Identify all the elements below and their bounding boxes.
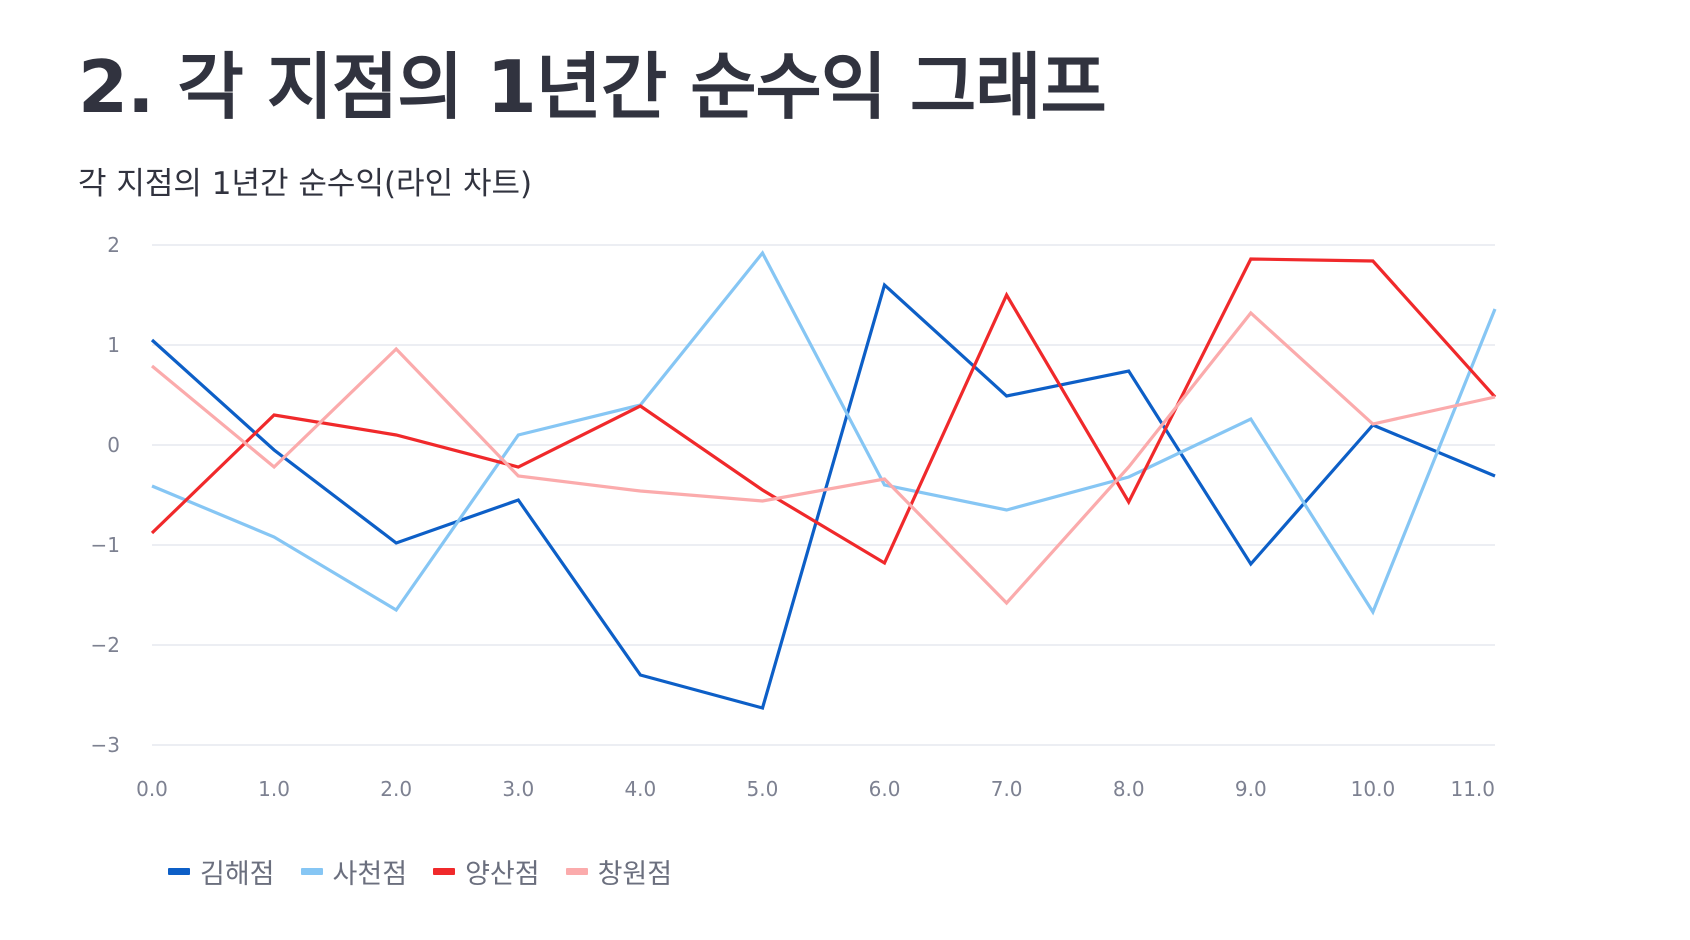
- x-tick-label: 1.0: [258, 777, 290, 801]
- legend-swatch: [565, 868, 588, 875]
- y-tick-label: 1: [107, 333, 120, 357]
- y-axis-ticks: 2 1 0 −1 −2 −3: [91, 233, 120, 757]
- legend-item[interactable]: 사천점: [300, 852, 408, 891]
- legend-label: 창원점: [597, 859, 673, 890]
- x-tick-label: 3.0: [502, 777, 534, 801]
- x-axis-ticks: 0.0 1.0 2.0 3.0 4.0 5.0 6.0 7.0 8.0 9.0 10.0 11.0: [136, 777, 1495, 801]
- legend-item[interactable]: 창원점: [565, 852, 673, 891]
- series-lines[interactable]: [150, 250, 1497, 710]
- legend-label: 김해점: [200, 859, 275, 890]
- x-tick-label: 11.0: [1450, 777, 1495, 801]
- series-line-0[interactable]: [150, 282, 1496, 710]
- y-tick-label: 0: [107, 433, 120, 457]
- legend-swatch: [300, 868, 323, 875]
- legend-label: 사천점: [332, 859, 408, 890]
- x-tick-label: 8.0: [1113, 777, 1145, 801]
- y-tick-label: 2: [107, 233, 120, 257]
- x-tick-label: 7.0: [991, 777, 1023, 801]
- x-tick-label: 10.0: [1351, 777, 1396, 801]
- x-tick-label: 4.0: [624, 777, 656, 801]
- y-tick-label: −3: [91, 733, 120, 757]
- chart-legend[interactable]: 김해점 사천점 양산점 창원점: [168, 852, 672, 891]
- series-line-2[interactable]: [150, 257, 1497, 566]
- y-tick-label: −2: [91, 633, 120, 657]
- x-tick-label: 6.0: [869, 777, 901, 801]
- legend-item[interactable]: 김해점: [168, 852, 275, 891]
- series-line-1[interactable]: [151, 250, 1497, 616]
- x-tick-label: 5.0: [747, 777, 779, 801]
- legend-swatch: [433, 868, 456, 875]
- x-tick-label: 2.0: [380, 777, 412, 801]
- legend-item[interactable]: 양산점: [433, 852, 540, 891]
- x-tick-label: 9.0: [1235, 777, 1267, 801]
- legend-swatch: [168, 868, 190, 875]
- page-title: 2. 각 지점의 1년간 순수익 그래프: [78, 45, 1107, 129]
- gridlines: [152, 244, 1495, 746]
- series-line-3[interactable]: [150, 310, 1496, 606]
- x-tick-label: 0.0: [136, 777, 168, 801]
- chart-subtitle: 각 지점의 1년간 순수익(라인 차트): [78, 166, 533, 202]
- legend-label: 양산점: [465, 859, 540, 890]
- y-tick-label: −1: [91, 533, 120, 557]
